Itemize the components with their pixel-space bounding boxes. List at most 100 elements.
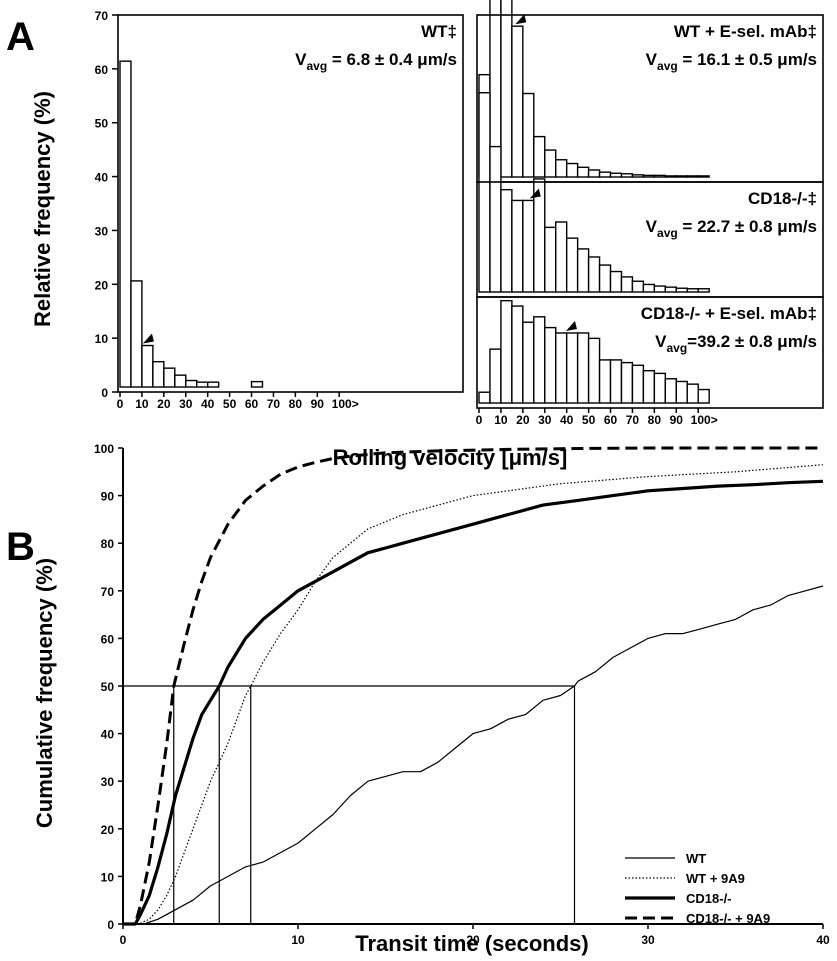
panel-a-y-axis-label: Relative frequency (%): [30, 91, 55, 327]
x-tick-label: 100>: [332, 397, 359, 411]
histogram-bar: [544, 226, 557, 293]
panel-b-x-axis-label: Transit time (seconds): [355, 931, 589, 956]
histogram-bar: [174, 374, 187, 388]
histogram-bar: [206, 381, 220, 388]
histogram-bar: [598, 264, 612, 293]
histogram-bar: [500, 188, 513, 293]
x-tick-label: 20: [157, 397, 171, 411]
panel-b-cumulative-plot: Cumulative frequency (%) Transit time (s…: [32, 442, 830, 956]
histogram-bar: [196, 381, 209, 388]
histogram-bar: [686, 383, 699, 404]
histogram-bar: [555, 159, 568, 178]
histogram-bar: [500, 299, 513, 404]
y-tick-label: 50: [101, 680, 115, 694]
panel-b-y-axis-label: Cumulative frequency (%): [32, 558, 57, 828]
histogram-bar: [565, 237, 579, 293]
average-velocity-marker: [142, 333, 154, 344]
histogram-bar: [478, 92, 491, 293]
histogram-bar: [620, 173, 634, 178]
x-tick-label: 90: [311, 397, 325, 411]
x-tick-label: 70: [267, 397, 281, 411]
histogram-bar: [522, 199, 535, 293]
histogram-bar: [598, 171, 612, 178]
x-tick-label: 40: [560, 413, 574, 427]
histogram-bar: [664, 175, 677, 178]
x-tick-label: 20: [466, 933, 480, 947]
histogram-bar: [565, 162, 579, 178]
histogram-bar: [500, 0, 513, 178]
average-velocity-marker: [529, 188, 541, 199]
x-tick-label: 0: [117, 397, 124, 411]
histogram-bar: [489, 145, 502, 293]
histogram-bar: [565, 332, 579, 404]
y-tick-label: 100: [94, 442, 114, 456]
histogram-label-line: WT + E-sel. mAb‡: [674, 22, 817, 41]
panel-a-letter: A: [6, 15, 35, 59]
y-tick-label: 10: [101, 870, 115, 884]
histogram-bar: [598, 359, 612, 404]
x-tick-label: 60: [604, 413, 618, 427]
histogram-label-line: Vavg=39.2 ± 0.8 μm/s: [655, 332, 817, 355]
x-tick-label: 10: [291, 933, 305, 947]
histogram-bar: [631, 364, 645, 404]
y-tick-label: 40: [101, 728, 115, 742]
y-tick-label: 40: [95, 171, 109, 185]
histogram-bar: [653, 285, 667, 293]
x-tick-label: 80: [289, 397, 303, 411]
histogram-bar: [609, 270, 623, 293]
histogram-bar: [631, 280, 645, 293]
x-tick-label: 90: [670, 413, 684, 427]
panel-b-letter: B: [6, 525, 35, 569]
histogram-bar: [664, 286, 677, 293]
x-tick-label: 50: [582, 413, 596, 427]
histogram-bar: [686, 175, 699, 178]
histogram-bar: [642, 283, 656, 293]
histogram-bar: [522, 92, 535, 178]
histogram-label-line: Vavg = 22.7 ± 0.8 μm/s: [646, 217, 817, 240]
histogram-bar: [609, 172, 623, 178]
histogram-bar: [163, 367, 176, 388]
x-tick-label: 0: [476, 413, 483, 427]
histogram-bar: [697, 175, 710, 178]
y-tick-label: 90: [101, 490, 115, 504]
x-tick-label: 60: [245, 397, 259, 411]
histogram-bar: [185, 379, 198, 388]
histogram-bar: [576, 332, 590, 404]
histogram-bar: [642, 369, 656, 404]
histogram-panel-2: WT + E-sel. mAb‡ Vavg = 16.1 ± 0.5 μm/s: [476, 0, 824, 183]
histogram-panel-4: CD18-/- + E-sel. mAb‡ Vavg=39.2 ± 0.8 μm/…: [476, 296, 824, 409]
histogram-panel-3: CD18-/-‡ Vavg = 22.7 ± 0.8 μm/s: [476, 92, 824, 298]
y-tick-label: 30: [101, 775, 115, 789]
histogram-bar: [675, 380, 688, 404]
histogram-bar: [631, 174, 645, 178]
y-tick-label: 70: [101, 585, 115, 599]
x-tick-label: 40: [201, 397, 215, 411]
histogram-bar: [576, 248, 590, 293]
x-tick-label: 70: [626, 413, 640, 427]
x-tick-label: 30: [538, 413, 552, 427]
panel-frame: [476, 296, 824, 409]
histogram-bar: [141, 344, 154, 388]
histogram-bar: [250, 380, 264, 388]
histogram-bar: [620, 361, 634, 404]
legend-label: CD18-/- + 9A9: [686, 911, 770, 926]
histogram-bar: [620, 276, 634, 293]
series-line-3: [123, 479, 824, 926]
panel-frame: [117, 14, 464, 393]
legend-label: WT + 9A9: [686, 871, 745, 886]
y-tick-label: 0: [107, 918, 114, 932]
histogram-bar: [675, 287, 688, 293]
histogram-bar: [544, 326, 557, 404]
histogram-bar: [587, 256, 601, 293]
histogram-bar: [675, 175, 688, 178]
x-tick-label: 20: [516, 413, 530, 427]
histogram-label-line: WT‡: [421, 22, 457, 41]
x-tick-label: 80: [648, 413, 662, 427]
y-tick-label: 10: [95, 332, 109, 346]
histogram-bar: [478, 391, 491, 404]
y-tick-label: 30: [95, 224, 109, 238]
histogram-bar: [664, 378, 677, 404]
y-tick-label: 0: [101, 386, 108, 400]
y-tick-label: 60: [101, 632, 115, 646]
